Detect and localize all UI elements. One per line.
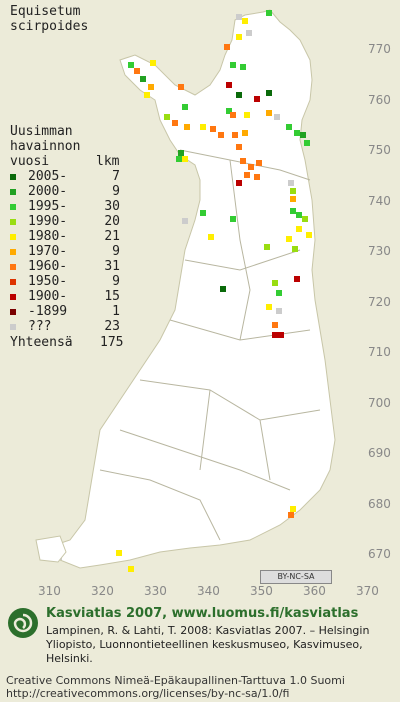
legend-swatch (10, 234, 16, 240)
legend-heading-line1: Uusimman (10, 124, 73, 139)
license-url[interactable]: http://creativecommons.org/licenses/by-n… (6, 687, 290, 700)
cc-license-badge[interactable]: BY-NC-SA (260, 570, 332, 584)
y-tick-label: 770 (368, 42, 391, 56)
legend-count: 9 (112, 274, 120, 289)
legend-year-label: 1970- (28, 244, 68, 259)
legend-swatch (10, 219, 16, 225)
legend-swatch (10, 309, 16, 315)
legend-swatch (10, 204, 16, 210)
legend-count: 20 (104, 214, 120, 229)
x-tick-label: 330 (144, 584, 167, 598)
legend-count: 9 (112, 184, 120, 199)
finland-map (35, 9, 336, 572)
legend-count: 15 (104, 289, 120, 304)
species-name: scirpoides (10, 19, 89, 34)
legend-year-label: 1960- (28, 259, 68, 274)
species-title: Equisetum scirpoides (10, 4, 88, 34)
legend-swatch (10, 294, 16, 300)
legend-count: 7 (112, 169, 120, 184)
y-tick-label: 720 (368, 294, 391, 309)
y-tick-label: 710 (368, 345, 391, 359)
legend-year-label: 1990- (28, 214, 68, 229)
license-name: Creative Commons Nimeä-Epäkaupallinen-Ta… (6, 674, 345, 687)
x-tick-label: 360 (303, 584, 326, 598)
y-tick-label: 700 (368, 395, 391, 410)
genus-name: Equisetum (10, 4, 81, 19)
legend-count: 31 (104, 259, 120, 274)
y-tick-label: 760 (368, 92, 391, 107)
legend-col-count: lkm (96, 154, 120, 169)
y-tick-label: 680 (368, 496, 391, 511)
legend-year-label: 1950- (28, 274, 68, 289)
legend-year-label: 2000- (28, 184, 68, 199)
legend-count: 21 (104, 229, 120, 244)
x-tick-label: 370 (356, 584, 379, 598)
finland-outline (54, 9, 336, 569)
legend-year-label: 2005- (28, 169, 68, 184)
legend-count: 1 (112, 304, 120, 319)
legend-swatch (10, 279, 16, 285)
total-label: Yhteensä (10, 335, 73, 350)
legend-count: 30 (104, 199, 120, 214)
legend-swatch (10, 324, 16, 330)
legend-year-label: 1900- (28, 289, 68, 304)
legend-swatch (10, 174, 16, 180)
legend-count: 9 (112, 244, 120, 259)
legend-col-year: vuosi (10, 154, 50, 169)
y-tick-label: 730 (368, 244, 391, 258)
y-tick-label: 750 (368, 143, 391, 157)
x-tick-label: 350 (250, 584, 273, 598)
legend-swatch (10, 249, 16, 255)
legend-year-label: 1980- (28, 229, 68, 244)
legend-swatch (10, 264, 16, 270)
citation: Lampinen, R. & Lahti, T. 2008: Kasviatla… (46, 624, 370, 665)
x-tick-label: 320 (91, 584, 114, 598)
y-tick-label: 740 (368, 193, 391, 208)
total-value: 175 (100, 335, 124, 350)
legend-count: 23 (104, 319, 120, 334)
legend-total: Yhteensä 175 (10, 335, 123, 350)
legend-year-label: 1995- (28, 199, 68, 214)
legend-heading-line2: havainnon (10, 139, 81, 154)
kasviatlas-brand[interactable]: Kasviatlas 2007, www.luomus.fi/kasviatla… (46, 606, 359, 621)
legend-swatch (10, 189, 16, 195)
x-tick-label: 310 (38, 584, 61, 598)
legend-year-label: ??? (28, 319, 52, 334)
y-tick-label: 690 (368, 446, 391, 460)
y-tick-label: 670 (368, 547, 391, 561)
license-text: Creative Commons Nimeä-Epäkaupallinen-Ta… (6, 674, 398, 700)
legend-heading: Uusimman havainnon vuosi lkm (10, 124, 119, 169)
x-tick-label: 340 (197, 584, 220, 598)
kasviatlas-logo-icon (8, 608, 38, 638)
legend-year-label: -1899 (28, 304, 68, 319)
